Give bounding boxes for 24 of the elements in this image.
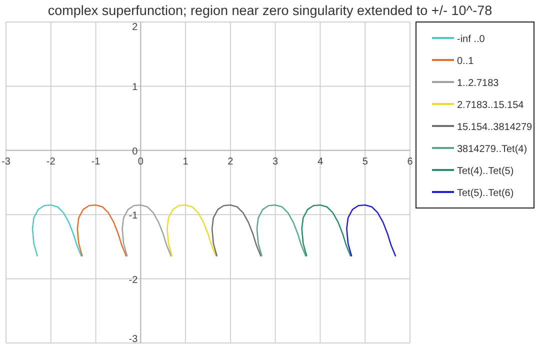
x-tick-label: 5 [362, 156, 368, 168]
legend-label: -inf ..0 [457, 34, 486, 45]
x-tick-label: 4 [317, 156, 324, 168]
x-tick-label: 3 [272, 156, 279, 168]
y-tick-label: 2 [132, 22, 138, 33]
y-tick-label: 0 [132, 146, 138, 158]
legend-label: 0..1 [457, 56, 474, 67]
x-tick-label: -1 [91, 156, 101, 168]
legend-label: 2.7183..15.154 [457, 100, 524, 111]
y-tick-label: -2 [128, 274, 138, 286]
y-tick-label: -1 [128, 210, 138, 222]
x-tick-label: -2 [46, 156, 56, 168]
y-tick-label: 1 [132, 82, 138, 94]
legend-label: Tet(4)..Tet(5) [457, 166, 514, 177]
chart-title: complex superfunction; region near zero singularity extended to +/- 10^-78 [48, 3, 492, 18]
legend-label: 3814279..Tet(4) [457, 144, 528, 155]
legend-label: Tet(5)..Tet(6) [457, 188, 514, 199]
legend-label: 1..2.7183 [457, 78, 500, 89]
y-tick-label: -3 [128, 334, 138, 345]
legend-label: 15.154..3814279 [457, 122, 533, 133]
x-tick-label: 6 [407, 156, 414, 168]
x-tick-label: 1 [182, 156, 189, 168]
x-tick-label: -3 [2, 156, 11, 168]
x-tick-label: 2 [228, 156, 234, 168]
